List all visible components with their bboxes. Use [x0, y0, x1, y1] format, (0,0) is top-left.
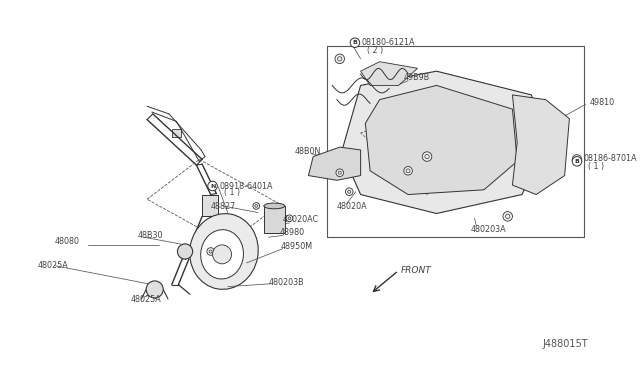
Text: 48B0N: 48B0N: [294, 147, 321, 156]
Ellipse shape: [189, 214, 259, 289]
Circle shape: [177, 244, 193, 259]
Circle shape: [286, 215, 292, 222]
Text: 48980: 48980: [280, 228, 305, 237]
Circle shape: [146, 281, 163, 298]
Circle shape: [212, 245, 232, 264]
Circle shape: [253, 203, 260, 209]
Circle shape: [422, 152, 432, 161]
Text: 08180-6121A: 08180-6121A: [362, 38, 415, 47]
Circle shape: [346, 188, 353, 196]
Polygon shape: [513, 95, 570, 195]
Ellipse shape: [201, 230, 243, 279]
Polygon shape: [342, 71, 546, 214]
Circle shape: [336, 169, 344, 176]
Polygon shape: [264, 206, 285, 232]
Text: B: B: [353, 40, 357, 45]
Ellipse shape: [264, 203, 285, 209]
Text: 480203A: 480203A: [470, 225, 506, 234]
Text: 48025A: 48025A: [131, 295, 162, 304]
Text: N: N: [210, 183, 215, 189]
Text: ( 1 ): ( 1 ): [588, 161, 605, 171]
Polygon shape: [202, 195, 218, 217]
Text: 48827: 48827: [211, 202, 236, 211]
Text: ( 2 ): ( 2 ): [367, 46, 383, 55]
Text: B: B: [575, 159, 579, 164]
Circle shape: [503, 212, 513, 221]
Text: 48020AC: 48020AC: [283, 215, 319, 224]
Text: 48950M: 48950M: [281, 242, 313, 251]
Circle shape: [404, 167, 412, 175]
Text: J488015T: J488015T: [543, 339, 588, 349]
Text: 08918-6401A: 08918-6401A: [220, 182, 273, 190]
Circle shape: [572, 155, 582, 164]
Text: 480203B: 480203B: [269, 278, 304, 287]
Text: 48025A: 48025A: [38, 261, 68, 270]
Polygon shape: [365, 86, 517, 195]
Text: ( 1 ): ( 1 ): [224, 188, 240, 197]
Circle shape: [350, 38, 360, 48]
Polygon shape: [308, 147, 360, 180]
Circle shape: [208, 181, 218, 191]
Polygon shape: [360, 62, 417, 86]
Text: 08186-8701A: 08186-8701A: [584, 154, 637, 163]
Text: 49810: 49810: [589, 98, 614, 107]
Circle shape: [572, 157, 582, 166]
Text: 48B30: 48B30: [138, 231, 163, 240]
Circle shape: [207, 248, 214, 255]
Polygon shape: [172, 129, 181, 137]
Text: 48020A: 48020A: [337, 202, 367, 211]
Text: 48080: 48080: [55, 237, 80, 246]
Circle shape: [335, 54, 344, 64]
Text: FRONT: FRONT: [401, 266, 431, 275]
Text: 49B9B: 49B9B: [403, 73, 429, 82]
